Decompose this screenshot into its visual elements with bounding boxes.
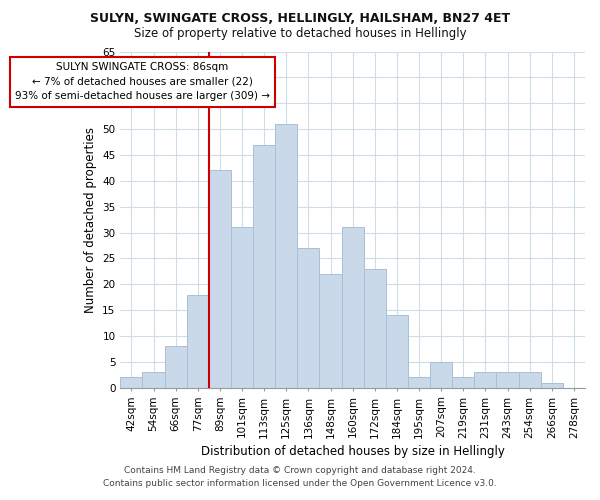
Bar xyxy=(518,372,541,388)
Bar xyxy=(341,228,364,388)
Bar xyxy=(231,228,253,388)
Bar xyxy=(275,124,298,388)
Bar xyxy=(496,372,518,388)
Bar xyxy=(209,170,231,388)
Bar xyxy=(541,382,563,388)
Bar xyxy=(298,248,319,388)
Bar xyxy=(386,316,408,388)
Bar xyxy=(319,274,341,388)
Text: Contains HM Land Registry data © Crown copyright and database right 2024.
Contai: Contains HM Land Registry data © Crown c… xyxy=(103,466,497,487)
Bar xyxy=(430,362,452,388)
Text: SULYN SWINGATE CROSS: 86sqm
← 7% of detached houses are smaller (22)
93% of semi: SULYN SWINGATE CROSS: 86sqm ← 7% of deta… xyxy=(15,62,270,102)
Bar xyxy=(142,372,164,388)
Text: SULYN, SWINGATE CROSS, HELLINGLY, HAILSHAM, BN27 4ET: SULYN, SWINGATE CROSS, HELLINGLY, HAILSH… xyxy=(90,12,510,26)
X-axis label: Distribution of detached houses by size in Hellingly: Distribution of detached houses by size … xyxy=(201,444,505,458)
Bar xyxy=(187,294,209,388)
Bar xyxy=(253,144,275,388)
Text: Size of property relative to detached houses in Hellingly: Size of property relative to detached ho… xyxy=(134,28,466,40)
Bar xyxy=(164,346,187,388)
Bar xyxy=(408,378,430,388)
Bar xyxy=(452,378,475,388)
Bar xyxy=(364,269,386,388)
Bar xyxy=(121,378,142,388)
Bar xyxy=(475,372,496,388)
Y-axis label: Number of detached properties: Number of detached properties xyxy=(83,126,97,312)
